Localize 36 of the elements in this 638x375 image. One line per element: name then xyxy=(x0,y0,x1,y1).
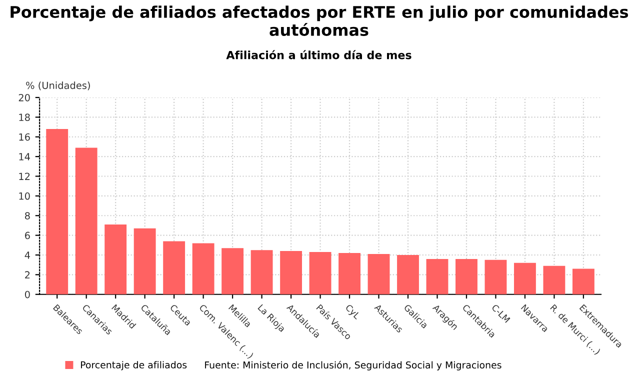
source-note: Fuente: Ministerio de Inclusión, Seguridad Social y Migraciones xyxy=(205,360,502,370)
y-axis-title: % (Unidades) xyxy=(26,82,90,90)
bar xyxy=(104,224,127,294)
bar xyxy=(338,253,360,294)
bar xyxy=(426,258,448,294)
chart-subtitle: Afiliación a último día de mes xyxy=(226,50,412,60)
y-tick-label: 12 xyxy=(19,172,30,180)
bar xyxy=(484,260,507,294)
y-tick-label: 4 xyxy=(24,252,30,259)
y-tick-label: 6 xyxy=(25,232,30,240)
y-tick-label: 20 xyxy=(18,94,30,102)
y-tick-label: 0 xyxy=(24,290,30,298)
bar xyxy=(250,250,273,294)
bar xyxy=(572,268,594,294)
bar xyxy=(543,266,566,294)
bar xyxy=(456,258,478,294)
bar xyxy=(309,252,332,294)
bar xyxy=(134,228,156,294)
y-tick-label: 2 xyxy=(25,271,30,278)
y-tick-label: 14 xyxy=(19,153,30,160)
bar xyxy=(75,148,98,294)
bar xyxy=(192,243,214,294)
bar xyxy=(368,254,390,294)
x-tick-label: CyL xyxy=(344,304,361,321)
legend-label: Porcentaje de afiliados xyxy=(81,361,187,370)
y-tick-label: 16 xyxy=(19,133,30,141)
y-tick-label: 18 xyxy=(19,114,30,122)
bar xyxy=(163,241,186,294)
bar xyxy=(280,251,302,294)
bar xyxy=(222,248,244,294)
y-tick-label: 8 xyxy=(25,212,30,220)
bar xyxy=(514,262,536,294)
bar xyxy=(46,129,68,294)
chart-title: Porcentaje de afiliados afectados por ERTE en julio por comunidades autónomas xyxy=(10,6,628,36)
y-tick-label: 10 xyxy=(19,192,30,200)
bar xyxy=(397,255,419,294)
